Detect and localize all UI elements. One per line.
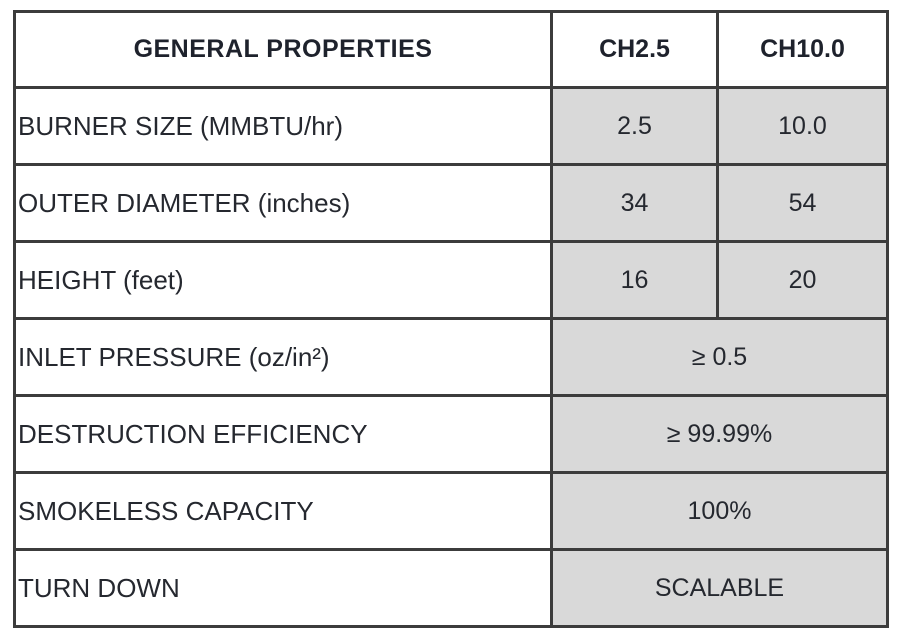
table-row-turn-down: TURN DOWN SCALABLE bbox=[13, 548, 889, 628]
value-cell: 34 bbox=[550, 163, 719, 243]
value-cell: 20 bbox=[716, 240, 889, 320]
table-row-inlet-pressure: INLET PRESSURE (oz/in²) ≥ 0.5 bbox=[13, 317, 889, 397]
general-properties-table: GENERAL PROPERTIES CH2.5 CH10.0 BURNER S… bbox=[13, 10, 889, 628]
header-row: GENERAL PROPERTIES CH2.5 CH10.0 bbox=[13, 10, 889, 89]
table-row-height: HEIGHT (feet) 16 20 bbox=[13, 240, 889, 320]
row-label: BURNER SIZE (MMBTU/hr) bbox=[13, 86, 553, 166]
row-label: OUTER DIAMETER (inches) bbox=[13, 163, 553, 243]
value-cell: 54 bbox=[716, 163, 889, 243]
table-row-smokeless-capacity: SMOKELESS CAPACITY 100% bbox=[13, 471, 889, 551]
row-label: HEIGHT (feet) bbox=[13, 240, 553, 320]
value-cell-merged: ≥ 0.5 bbox=[550, 317, 889, 397]
table-title: GENERAL PROPERTIES bbox=[13, 10, 553, 89]
row-label: SMOKELESS CAPACITY bbox=[13, 471, 553, 551]
row-label: INLET PRESSURE (oz/in²) bbox=[13, 317, 553, 397]
row-label: TURN DOWN bbox=[13, 548, 553, 628]
value-cell: 2.5 bbox=[550, 86, 719, 166]
table-row-destruction-efficiency: DESTRUCTION EFFICIENCY ≥ 99.99% bbox=[13, 394, 889, 474]
table-row-burner-size: BURNER SIZE (MMBTU/hr) 2.5 10.0 bbox=[13, 86, 889, 166]
table-row-outer-diameter: OUTER DIAMETER (inches) 34 54 bbox=[13, 163, 889, 243]
value-cell: 10.0 bbox=[716, 86, 889, 166]
column-header-ch2-5: CH2.5 bbox=[550, 10, 719, 89]
value-cell: 16 bbox=[550, 240, 719, 320]
value-cell-merged: SCALABLE bbox=[550, 548, 889, 628]
value-cell-merged: 100% bbox=[550, 471, 889, 551]
value-cell-merged: ≥ 99.99% bbox=[550, 394, 889, 474]
column-header-ch10-0: CH10.0 bbox=[716, 10, 889, 89]
row-label: DESTRUCTION EFFICIENCY bbox=[13, 394, 553, 474]
